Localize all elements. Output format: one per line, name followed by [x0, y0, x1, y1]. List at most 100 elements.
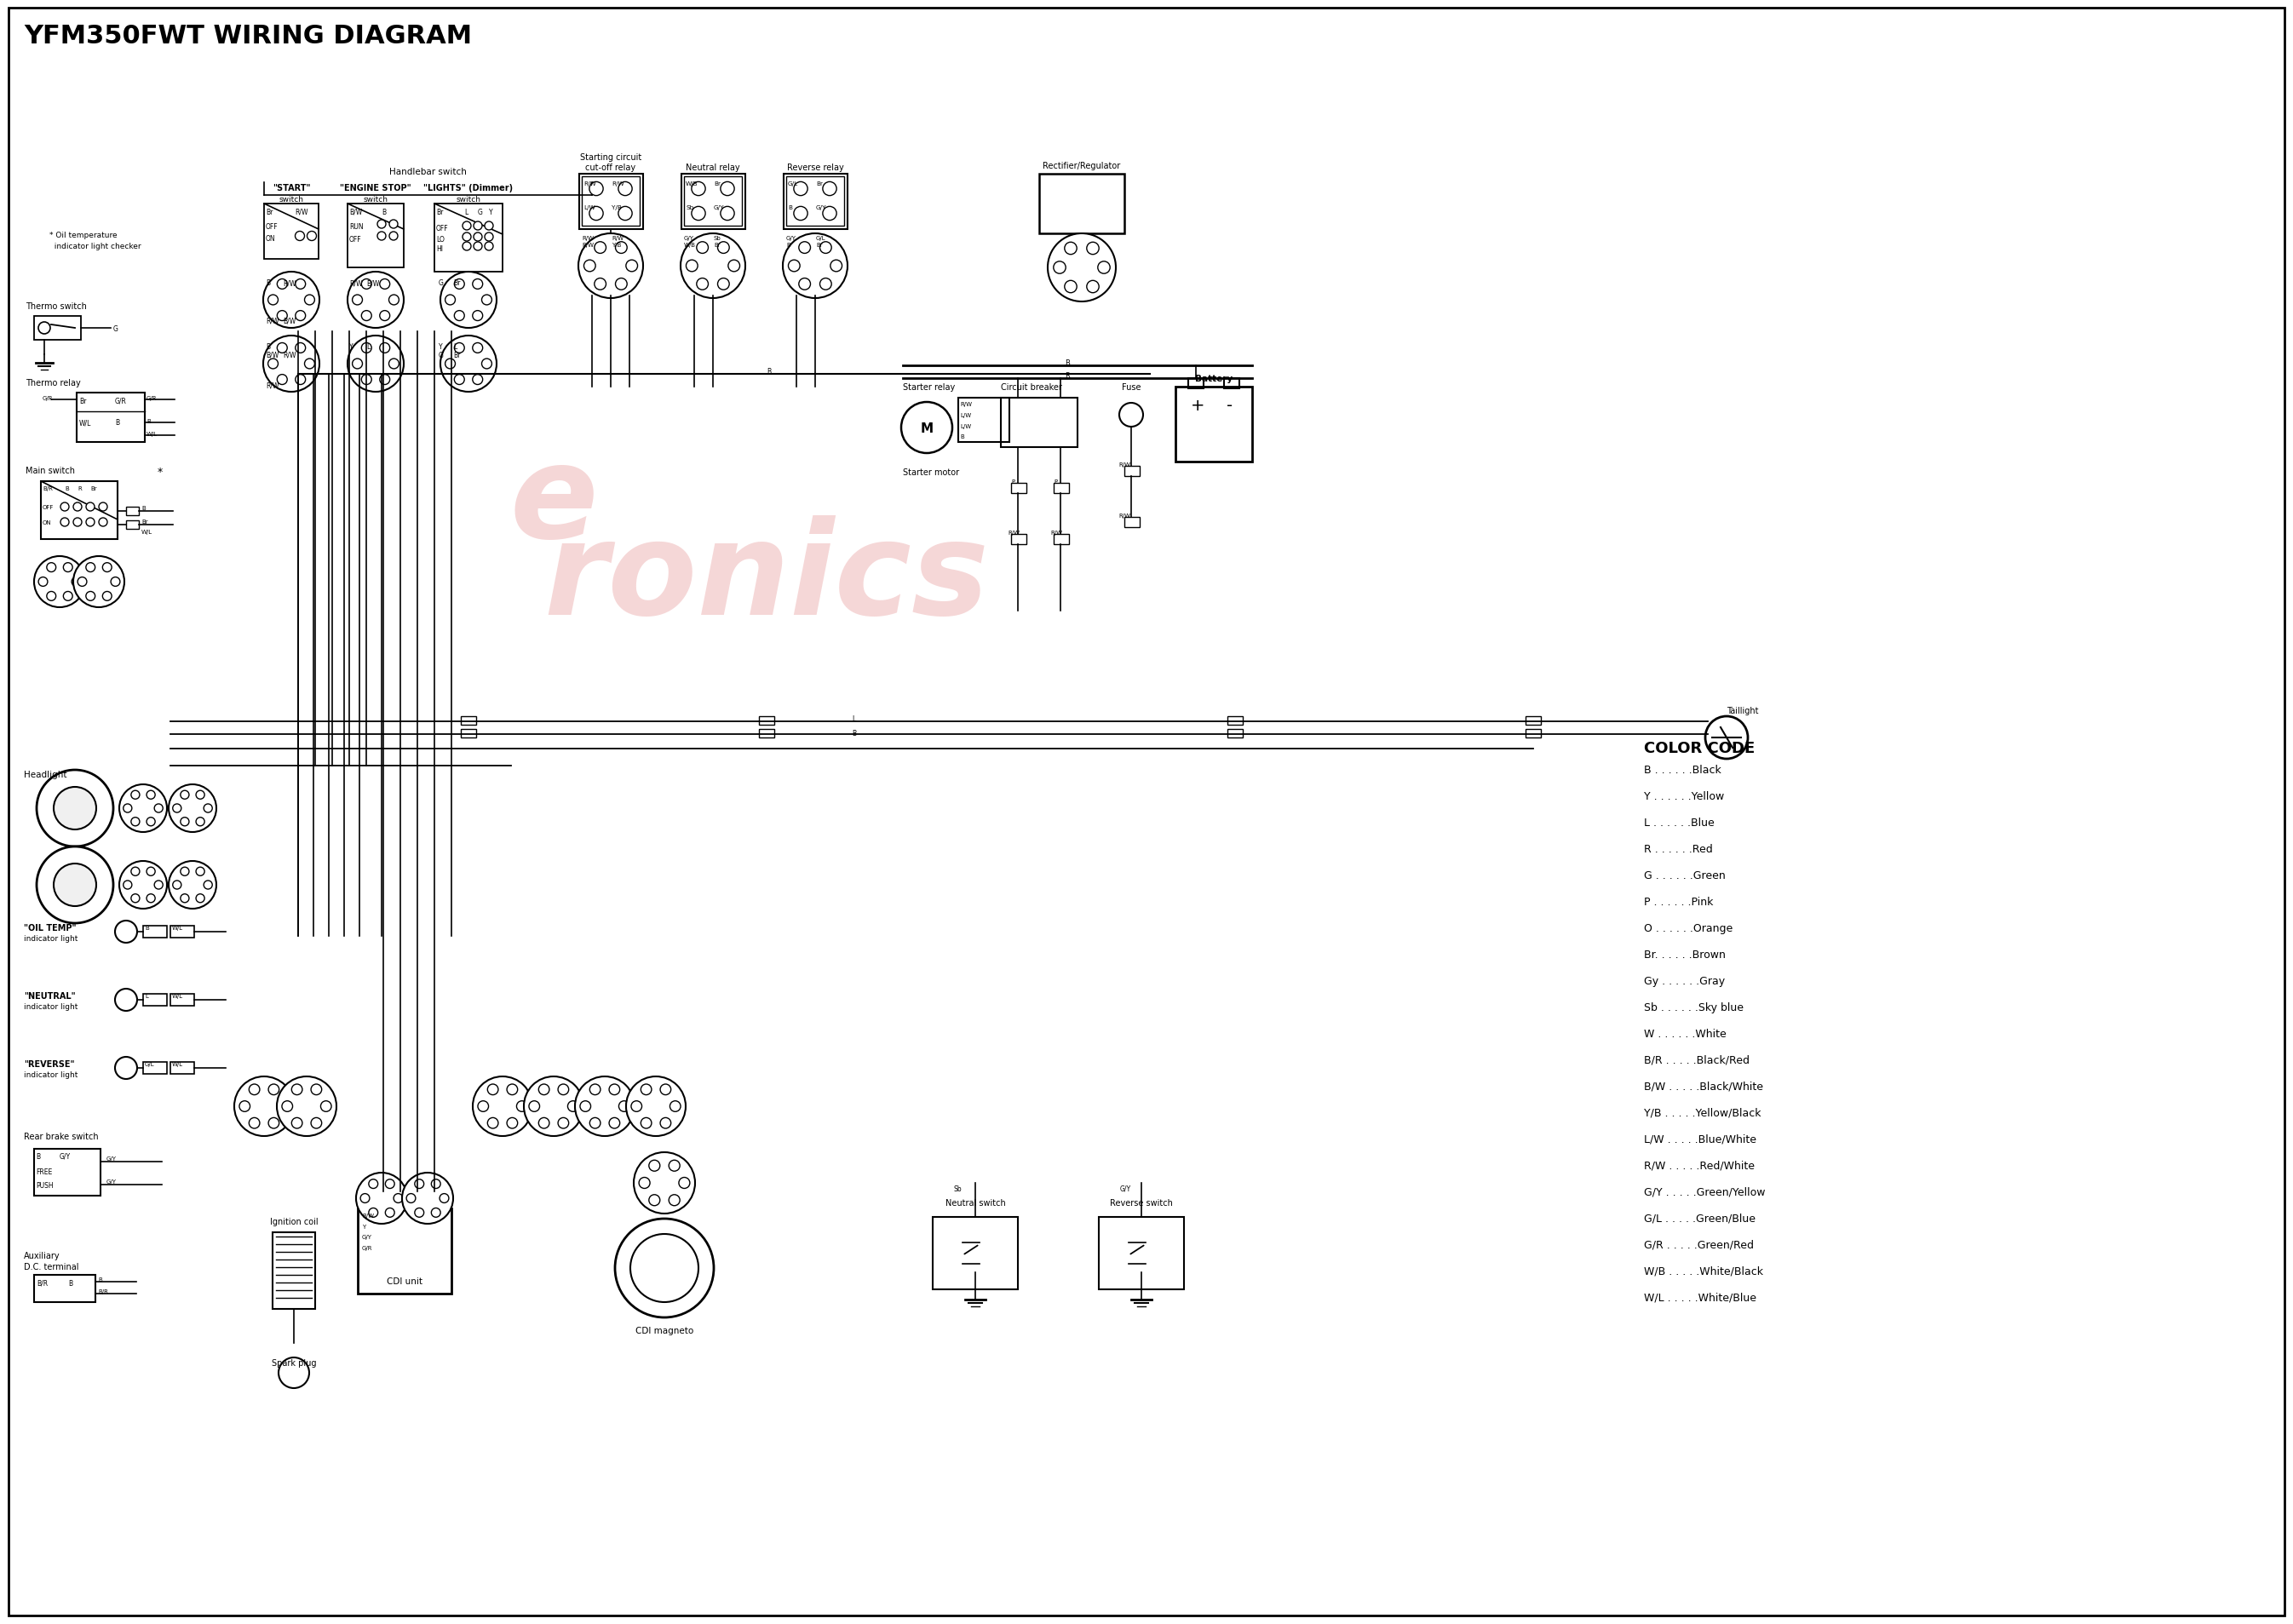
Text: G/L: G/L — [789, 182, 798, 187]
Text: G/Y: G/Y — [362, 1234, 371, 1239]
Circle shape — [268, 359, 277, 369]
Text: G/Y: G/Y — [713, 205, 725, 209]
Circle shape — [626, 1077, 686, 1137]
Bar — [1098, 1216, 1183, 1289]
Circle shape — [1052, 261, 1066, 274]
Bar — [958, 398, 1009, 443]
Text: B/W: B/W — [266, 351, 280, 359]
Circle shape — [87, 503, 94, 512]
Text: B: B — [144, 926, 149, 931]
Text: L/W: L/W — [961, 412, 972, 417]
Text: Starting circuit: Starting circuit — [580, 153, 642, 162]
Bar — [142, 1062, 167, 1073]
Circle shape — [1706, 716, 1747, 760]
Circle shape — [589, 1117, 601, 1129]
Circle shape — [475, 222, 482, 231]
Circle shape — [277, 343, 287, 354]
Circle shape — [631, 1234, 699, 1302]
Circle shape — [195, 818, 204, 827]
Circle shape — [619, 182, 633, 197]
Text: Reverse switch: Reverse switch — [1110, 1199, 1172, 1207]
Text: G: G — [112, 325, 119, 333]
Text: B/W: B/W — [367, 279, 378, 287]
Circle shape — [394, 1194, 404, 1203]
Circle shape — [39, 578, 48, 586]
Circle shape — [660, 1117, 672, 1129]
Circle shape — [131, 895, 140, 903]
Text: Sb: Sb — [713, 235, 722, 240]
Circle shape — [378, 221, 385, 229]
Text: B/R: B/R — [44, 486, 53, 490]
Text: P . . . . . .Pink: P . . . . . .Pink — [1644, 896, 1713, 908]
Text: W . . . . . .White: W . . . . . .White — [1644, 1028, 1727, 1039]
Circle shape — [576, 1077, 635, 1137]
Circle shape — [488, 1117, 498, 1129]
Text: B/R . . . . .Black/Red: B/R . . . . .Black/Red — [1644, 1054, 1750, 1065]
Text: W/B: W/B — [686, 182, 697, 187]
Text: L: L — [463, 208, 468, 216]
Circle shape — [115, 1057, 138, 1080]
Circle shape — [463, 222, 470, 231]
Text: CDI magneto: CDI magneto — [635, 1327, 692, 1335]
Circle shape — [445, 296, 456, 305]
Text: *: * — [158, 466, 163, 477]
Text: W/L: W/L — [172, 994, 183, 999]
Circle shape — [619, 208, 633, 221]
Circle shape — [633, 1153, 695, 1213]
Circle shape — [181, 895, 188, 903]
Text: G/Y: G/Y — [816, 205, 828, 209]
Text: Taillight: Taillight — [1727, 706, 1759, 715]
Text: P: P — [1055, 479, 1057, 484]
Text: L: L — [144, 994, 149, 999]
Bar — [1176, 387, 1252, 463]
Circle shape — [406, 1194, 415, 1203]
Circle shape — [147, 818, 156, 827]
Circle shape — [440, 336, 498, 393]
Text: B: B — [266, 343, 271, 351]
Circle shape — [296, 279, 305, 289]
Circle shape — [1048, 234, 1117, 302]
Circle shape — [507, 1085, 518, 1095]
Circle shape — [73, 557, 124, 607]
Circle shape — [679, 1177, 690, 1189]
Text: Br: Br — [142, 520, 147, 525]
Bar — [683, 177, 743, 226]
Text: B: B — [1064, 359, 1071, 367]
Circle shape — [385, 1179, 394, 1189]
Circle shape — [472, 375, 482, 385]
Circle shape — [131, 867, 140, 875]
Circle shape — [670, 1195, 681, 1207]
Circle shape — [119, 861, 167, 909]
Text: W/L . . . . .White/Blue: W/L . . . . .White/Blue — [1644, 1293, 1756, 1302]
Bar — [170, 926, 195, 939]
Circle shape — [296, 343, 305, 354]
Circle shape — [390, 221, 397, 229]
Circle shape — [312, 1117, 321, 1129]
Circle shape — [369, 1179, 378, 1189]
Text: indicator light checker: indicator light checker — [50, 242, 142, 250]
Text: "OIL TEMP": "OIL TEMP" — [23, 924, 76, 932]
Circle shape — [305, 359, 314, 369]
Circle shape — [250, 1117, 259, 1129]
Circle shape — [580, 1101, 592, 1112]
Text: L/W: L/W — [582, 205, 596, 209]
Bar — [759, 716, 775, 726]
Text: R/W: R/W — [1119, 513, 1130, 518]
Text: R/W: R/W — [266, 382, 280, 390]
Circle shape — [321, 1101, 332, 1112]
Text: FREE: FREE — [37, 1168, 53, 1176]
Bar — [1039, 174, 1124, 234]
Circle shape — [103, 593, 112, 601]
Text: B/W: B/W — [349, 208, 362, 216]
Bar — [1525, 729, 1541, 737]
Circle shape — [649, 1160, 660, 1171]
Circle shape — [718, 242, 729, 253]
Circle shape — [87, 518, 94, 526]
Bar — [34, 1275, 96, 1302]
Circle shape — [589, 1085, 601, 1095]
Bar — [1188, 378, 1204, 390]
Circle shape — [578, 234, 642, 299]
Bar — [786, 177, 844, 226]
Text: Rear brake switch: Rear brake switch — [23, 1132, 99, 1140]
Text: R/W: R/W — [282, 351, 296, 359]
